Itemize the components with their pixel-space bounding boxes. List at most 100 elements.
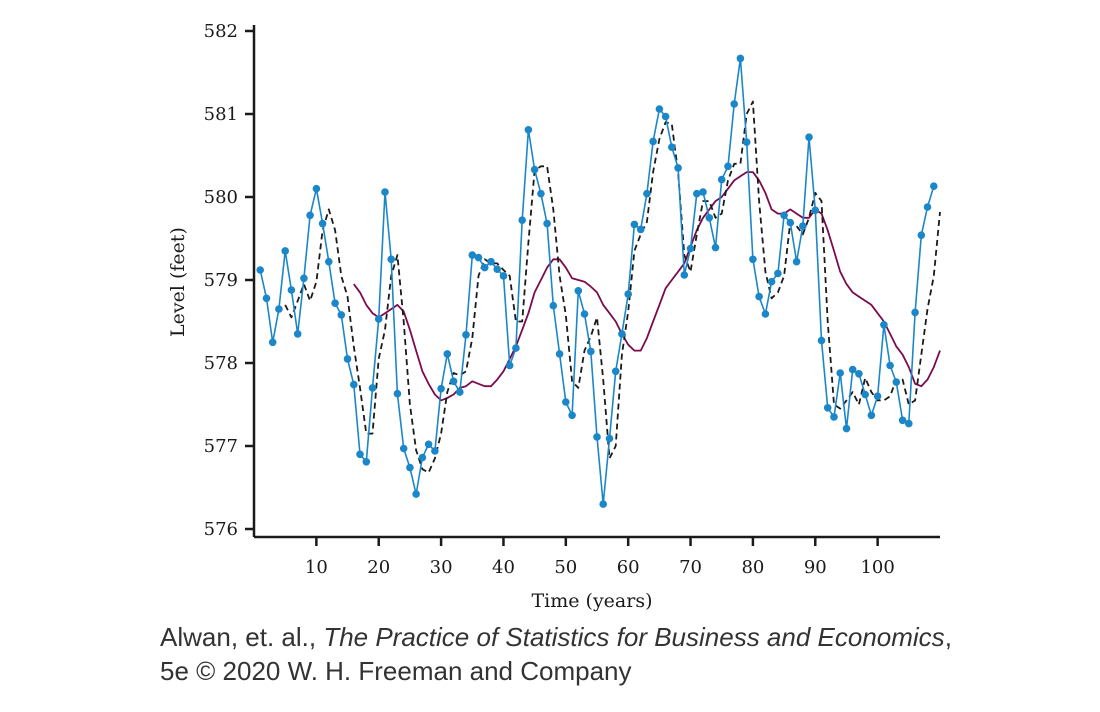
data-point: [724, 162, 732, 171]
data-point: [867, 411, 876, 420]
data-point: [587, 347, 595, 356]
data-point: [331, 299, 339, 308]
data-point: [674, 164, 682, 172]
credit-comma: ,: [944, 622, 952, 652]
data-point: [861, 390, 869, 399]
data-point: [755, 292, 763, 301]
data-point: [836, 369, 844, 377]
data-point: [817, 336, 826, 345]
data-point: [905, 419, 913, 428]
x-tick-label: 40: [492, 557, 515, 578]
data-point: [293, 330, 302, 338]
data-point: [437, 384, 445, 393]
data-point: [474, 253, 483, 262]
y-tick-label: 581: [204, 104, 238, 125]
data-point: [312, 184, 321, 193]
data-point: [761, 310, 770, 318]
data-point: [555, 350, 564, 358]
y-axis-title: Level (feet): [167, 227, 189, 337]
y-tick-label: 580: [204, 187, 238, 208]
data-point: [898, 416, 907, 425]
data-point: [387, 255, 396, 264]
data-point: [911, 308, 919, 317]
data-point: [643, 189, 651, 198]
data-point: [611, 367, 620, 376]
data-point: [699, 188, 707, 196]
data-point: [480, 263, 489, 272]
data-point: [456, 388, 464, 396]
source-credit-line-1: Alwan, et. al., The Practice of Statisti…: [160, 622, 952, 653]
data-point: [337, 311, 346, 319]
data-point: [655, 105, 664, 113]
data-point: [462, 331, 470, 339]
data-point: [730, 100, 738, 108]
data-point: [512, 344, 520, 352]
data-point: [468, 251, 477, 259]
data-point: [574, 287, 583, 295]
data-point: [393, 389, 402, 398]
data-point: [686, 244, 695, 253]
data-point: [917, 231, 926, 239]
series-layer: [256, 54, 941, 508]
data-point: [786, 218, 795, 227]
data-point: [749, 255, 757, 264]
data-point: [281, 247, 290, 255]
data-point: [923, 203, 932, 211]
data-point: [830, 413, 838, 421]
y-tick-label: 579: [204, 270, 238, 291]
data-point: [268, 338, 277, 347]
data-point: [362, 458, 371, 466]
data-point: [842, 424, 851, 433]
source-credit-line-2: 5e © 2020 W. H. Freeman and Company: [160, 656, 632, 686]
data-point: [717, 175, 726, 184]
data-point: [736, 54, 745, 63]
x-axis-title: Time (years): [531, 590, 652, 612]
data-point: [262, 294, 271, 303]
data-point: [368, 384, 377, 392]
data-point: [518, 216, 526, 224]
data-point: [530, 165, 539, 174]
data-point: [505, 361, 514, 370]
data-point: [374, 315, 383, 323]
data-point: [636, 225, 645, 234]
data-point: [580, 310, 589, 318]
data-point: [811, 206, 820, 215]
data-point: [805, 133, 813, 141]
data-point: [705, 214, 714, 222]
data-point: [792, 257, 801, 266]
data-point: [300, 274, 308, 283]
credit-book-title: The Practice of Statistics for Business …: [323, 622, 945, 652]
data-point: [275, 305, 283, 313]
data-point: [593, 433, 601, 441]
data-point: [618, 330, 626, 338]
data-point: [524, 126, 533, 134]
data-point: [568, 411, 576, 420]
data-point: [630, 220, 639, 229]
data-point: [649, 137, 657, 146]
data-point: [487, 257, 495, 266]
data-point: [873, 392, 882, 401]
data-point: [892, 378, 901, 386]
data-point: [399, 444, 408, 453]
x-tick-label: 20: [367, 557, 390, 578]
data-point: [624, 290, 632, 298]
plot-area: 576 577 578 579 580 581 582 10 20 30 40 50 60 70 80 90…: [204, 21, 941, 578]
y-tick-label: 582: [204, 21, 238, 42]
line-chart: 576 577 578 579 580 581 582 10 20 30 40 50 60 70 80 90…: [167, 21, 941, 612]
data-point: [431, 447, 439, 455]
data-point: [848, 365, 857, 374]
data-point: [599, 500, 607, 508]
data-point: [774, 269, 782, 278]
data-point: [449, 377, 458, 386]
data-point: [306, 211, 314, 220]
data-point: [356, 450, 364, 459]
data-point: [742, 138, 751, 146]
x-tick-label: 60: [617, 557, 640, 578]
data-point: [443, 350, 452, 358]
data-point: [318, 219, 327, 228]
data-point: [325, 257, 333, 266]
y-tick-label: 576: [204, 519, 238, 540]
data-point: [412, 490, 420, 498]
x-tick-label: 30: [430, 557, 453, 578]
data-point: [661, 112, 670, 121]
